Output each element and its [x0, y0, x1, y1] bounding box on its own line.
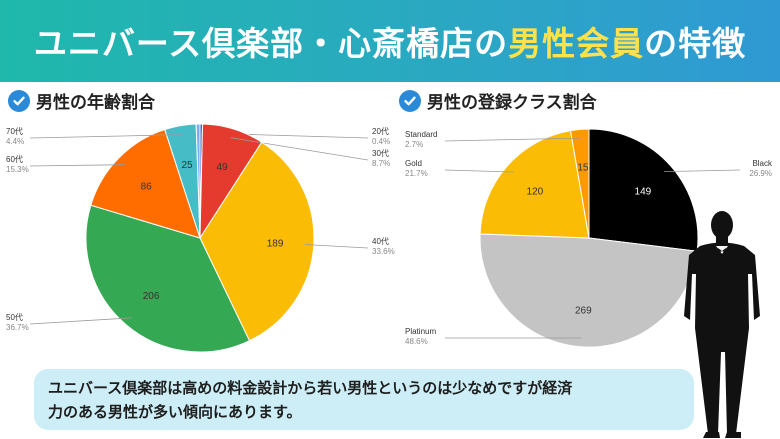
man-silhouette-icon — [684, 211, 760, 438]
age-section-header: 男性の年齢割合 — [8, 88, 155, 113]
pie-slice-Gold — [479, 130, 590, 239]
slice-value-label: 49 — [216, 162, 228, 173]
slice-percent: 2.7% — [405, 140, 423, 149]
slice-percent: 8.7% — [372, 159, 390, 168]
slice-label: 40代 — [372, 236, 389, 246]
slice-percent: 33.6% — [372, 247, 395, 256]
pie-slice-Platinum — [479, 233, 698, 348]
pie-slice-Standard — [569, 128, 590, 239]
slice-label: 60代 — [6, 154, 23, 164]
rank-section-title: 男性の登録クラス割合 — [427, 93, 597, 113]
leader-line — [444, 169, 514, 173]
header-banner: ユニバース倶楽部・心斎橋店の男性会員の特徴 — [0, 0, 780, 82]
slice-label: 20代 — [372, 126, 389, 136]
leader-line — [444, 137, 581, 142]
page-title: ユニバース倶楽部・心斎橋店の男性会員の特徴 — [34, 17, 746, 65]
pie-slice-other-6 — [195, 123, 201, 239]
check-circle-icon — [8, 89, 30, 112]
slice-percent: 4.4% — [6, 137, 24, 146]
slice-label: Standard — [405, 130, 437, 139]
slice-value-label: 149 — [635, 186, 652, 197]
slice-value-label: 120 — [527, 187, 544, 198]
slice-label: 70代 — [6, 126, 23, 136]
leader-line — [304, 244, 369, 249]
title-text: ユニバース倶楽部・心斎橋店の — [33, 24, 509, 63]
slice-value-label: 189 — [267, 239, 284, 250]
slice-label: Black — [752, 159, 773, 168]
slice-percent: 26.9% — [749, 169, 772, 178]
slice-label: 30代 — [372, 148, 389, 158]
caption-line-2: 力のある男性が多い傾向にあります。 — [48, 403, 302, 421]
title-highlight: 男性会員 — [508, 24, 645, 63]
slice-value-label: 86 — [141, 181, 153, 192]
slice-percent: 48.6% — [405, 337, 428, 346]
caption-box: ユニバース倶楽部は高めの料金設計から若い男性というのは少なめですが経済 力のある… — [34, 369, 694, 430]
slice-value-label: 206 — [143, 291, 160, 302]
pie-slice-Black — [588, 128, 699, 252]
slice-percent: 36.7% — [6, 323, 29, 332]
slice-label: Gold — [405, 159, 422, 168]
slice-value-label: 15 — [577, 162, 589, 173]
slice-percent: 21.7% — [405, 169, 428, 178]
slice-label: 50代 — [6, 312, 23, 322]
slice-percent: 0.4% — [372, 137, 390, 146]
rank-section-header: 男性の登録クラス割合 — [399, 88, 597, 113]
title-text-end: の特徴 — [644, 24, 747, 63]
slice-value-label: 269 — [575, 306, 592, 317]
caption-line-1: ユニバース倶楽部は高めの料金設計から若い男性というのは少なめですが経済 — [48, 379, 573, 397]
check-circle-icon — [399, 89, 421, 112]
leader-line — [29, 164, 126, 167]
slice-value-label: 25 — [181, 160, 193, 171]
slice-percent: 15.3% — [6, 165, 29, 174]
leader-line — [29, 317, 132, 325]
pie-slice-50代 — [85, 204, 251, 353]
leader-line — [230, 137, 369, 161]
slice-label: Platinum — [405, 327, 436, 336]
leader-line — [664, 169, 741, 172]
age-section-title: 男性の年齢割合 — [36, 93, 155, 113]
pie-slice-60代 — [90, 128, 201, 239]
leader-line — [29, 134, 182, 139]
